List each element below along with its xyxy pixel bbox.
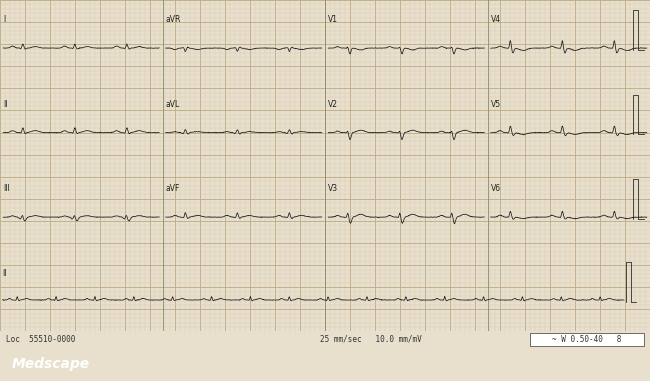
Text: aVL: aVL — [166, 100, 180, 109]
FancyBboxPatch shape — [530, 333, 644, 346]
Text: I: I — [3, 15, 5, 24]
Text: V4: V4 — [491, 15, 501, 24]
Text: II: II — [3, 100, 8, 109]
Text: V3: V3 — [328, 184, 339, 194]
Text: aVF: aVF — [166, 184, 180, 194]
Text: II: II — [3, 269, 7, 278]
Text: Medscape: Medscape — [12, 357, 90, 371]
Text: aVR: aVR — [166, 15, 181, 24]
Text: ~ W 0.50-40   8: ~ W 0.50-40 8 — [552, 335, 621, 344]
Text: Loc  55510-0000: Loc 55510-0000 — [6, 335, 76, 344]
Text: III: III — [3, 184, 10, 194]
Text: 25 mm/sec   10.0 mm/mV: 25 mm/sec 10.0 mm/mV — [320, 335, 421, 344]
Text: V6: V6 — [491, 184, 501, 194]
Text: V1: V1 — [328, 15, 338, 24]
Text: V5: V5 — [491, 100, 501, 109]
Text: V2: V2 — [328, 100, 338, 109]
